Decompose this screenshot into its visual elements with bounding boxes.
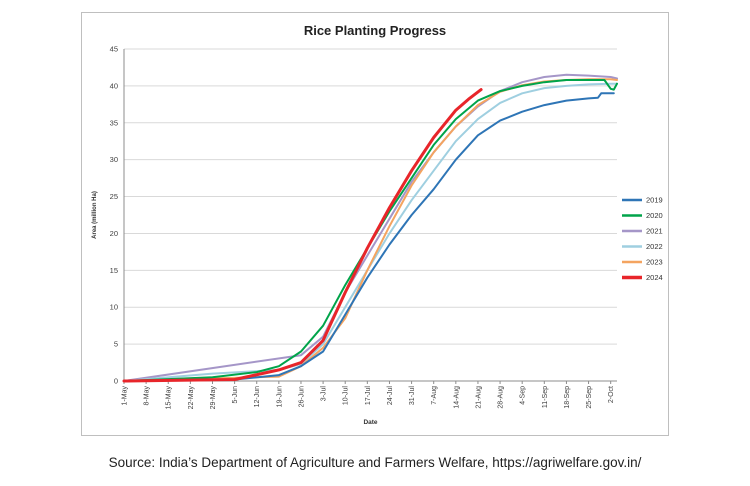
series-lines xyxy=(122,73,618,383)
x-tick-label: 10-Jul xyxy=(343,386,350,406)
legend-label-2022: 2022 xyxy=(646,242,663,251)
x-tick-label: 18-Sep xyxy=(564,386,571,409)
x-tick-label: 5-Jun xyxy=(232,386,239,404)
y-axis-ticks: 0 5 10 15 20 25 30 35 40 45 xyxy=(110,45,118,386)
legend-label-2024: 2024 xyxy=(646,273,663,282)
x-tick-label: 8-May xyxy=(144,386,151,406)
x-tick-label: 22-May xyxy=(188,386,195,410)
rice-planting-chart: Rice Planting Progress 0 5 10 15 20 25 30 35 40 4… xyxy=(92,23,663,426)
x-tick-label: 11-Sep xyxy=(542,386,549,408)
y-tick-label: 15 xyxy=(110,266,118,275)
x-tick-label: 25-Sep xyxy=(586,386,593,409)
x-axis-ticks: 1-May 8-May 15-May 22-May 29-May 5-Jun 12-Jun 1… xyxy=(122,381,615,410)
y-tick-label: 35 xyxy=(110,118,118,127)
x-tick-label: 4-Sep xyxy=(520,386,527,405)
x-tick-label: 31-Jul xyxy=(409,386,416,406)
y-tick-label: 10 xyxy=(110,303,118,312)
x-tick-label: 28-Aug xyxy=(498,386,505,409)
x-tick-label: 3-Jul xyxy=(321,386,328,402)
series-line-2020 xyxy=(123,79,618,382)
legend: 2019 2020 2021 2022 2023 2024 xyxy=(622,196,663,282)
legend-label-2021: 2021 xyxy=(646,227,663,236)
source-caption: Source: India’s Department of Agricultur… xyxy=(108,455,642,470)
chart-title: Rice Planting Progress xyxy=(304,23,446,38)
chart-frame: Rice Planting Progress 0 5 10 15 20 25 30 35 40 4… xyxy=(81,12,669,436)
x-tick-label: 26-Jun xyxy=(298,386,305,408)
x-tick-label: 7-Aug xyxy=(431,386,438,405)
gridlines xyxy=(123,48,617,382)
x-tick-label: 2-Oct xyxy=(608,386,615,403)
y-tick-label: 25 xyxy=(110,192,118,201)
y-tick-label: 45 xyxy=(110,45,118,54)
x-tick-label: 29-May xyxy=(210,386,217,410)
y-tick-label: 30 xyxy=(110,155,118,164)
series-line-2022 xyxy=(123,82,618,382)
series-line-2023 xyxy=(123,78,618,382)
x-tick-label: 24-Jul xyxy=(387,386,394,406)
x-axis-label: Date xyxy=(363,419,377,426)
x-tick-label: 19-Jun xyxy=(276,386,283,408)
x-tick-label: 12-Jun xyxy=(254,386,261,408)
legend-label-2023: 2023 xyxy=(646,258,663,267)
series-line-2021 xyxy=(123,73,618,382)
series-line-2024 xyxy=(122,88,483,383)
x-tick-label: 15-May xyxy=(166,386,173,410)
y-tick-label: 0 xyxy=(114,377,118,386)
x-tick-label: 14-Aug xyxy=(453,386,460,409)
y-tick-label: 5 xyxy=(114,340,118,349)
y-tick-label: 40 xyxy=(110,81,118,90)
x-tick-label: 17-Jul xyxy=(365,386,372,406)
legend-label-2019: 2019 xyxy=(646,196,663,205)
x-tick-label: 21-Aug xyxy=(475,386,482,409)
legend-label-2020: 2020 xyxy=(646,211,663,220)
x-tick-label: 1-May xyxy=(122,386,129,406)
series-line-2019 xyxy=(123,92,615,382)
y-tick-label: 20 xyxy=(110,229,118,238)
y-axis-label: Area (million Ha) xyxy=(92,191,98,239)
